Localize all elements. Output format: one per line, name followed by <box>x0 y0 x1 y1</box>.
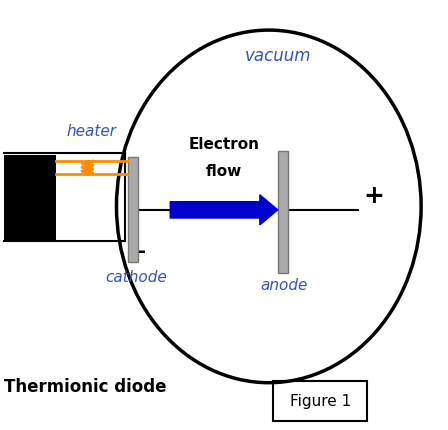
Text: -: - <box>138 242 146 261</box>
Bar <box>4 155 56 241</box>
Bar <box>278 150 288 273</box>
Text: vacuum: vacuum <box>245 47 311 65</box>
Text: +: + <box>364 184 384 208</box>
Text: Electron: Electron <box>189 137 259 151</box>
Text: Thermionic diode: Thermionic diode <box>4 378 167 396</box>
Text: anode: anode <box>261 279 308 293</box>
Text: flow: flow <box>206 165 242 179</box>
Bar <box>128 157 138 262</box>
FancyArrow shape <box>170 195 278 225</box>
Text: Figure 1: Figure 1 <box>290 394 351 408</box>
Bar <box>273 381 367 421</box>
Text: cathode: cathode <box>106 270 168 285</box>
Text: heater: heater <box>67 124 117 138</box>
